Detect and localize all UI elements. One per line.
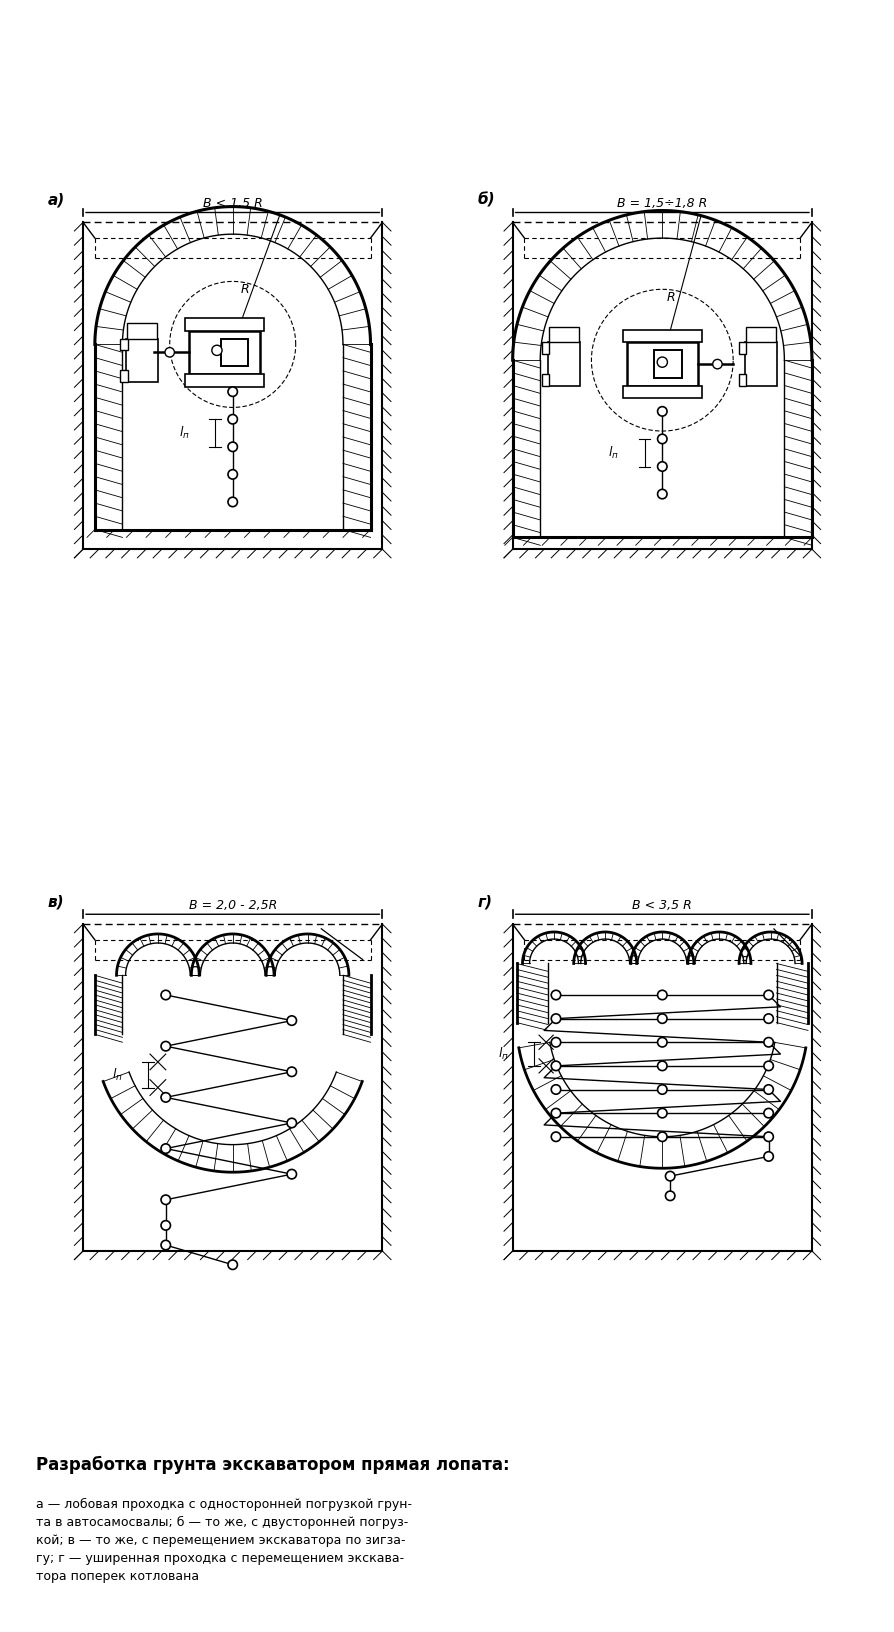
Circle shape bbox=[657, 490, 666, 499]
Circle shape bbox=[657, 462, 666, 472]
Circle shape bbox=[551, 991, 560, 1000]
Text: а — лобовая проходка с односторонней погрузкой грун-
та в автосамосвалы; б — то : а — лобовая проходка с односторонней пог… bbox=[36, 1498, 411, 1583]
Circle shape bbox=[161, 1041, 170, 1051]
Bar bbox=[221, 338, 249, 366]
Bar bbox=[626, 343, 697, 385]
Bar bbox=[126, 338, 157, 382]
Circle shape bbox=[551, 1013, 560, 1023]
Circle shape bbox=[287, 1067, 296, 1077]
Circle shape bbox=[212, 346, 222, 356]
Circle shape bbox=[287, 1118, 296, 1128]
Bar bbox=[738, 343, 746, 354]
Bar bbox=[542, 343, 549, 354]
Bar bbox=[185, 318, 264, 331]
Circle shape bbox=[657, 1061, 666, 1071]
Bar bbox=[190, 331, 260, 374]
Circle shape bbox=[228, 442, 237, 452]
Circle shape bbox=[712, 359, 721, 369]
Text: R: R bbox=[240, 284, 249, 297]
Circle shape bbox=[551, 1061, 560, 1071]
Bar bbox=[121, 338, 128, 351]
Circle shape bbox=[228, 1260, 237, 1270]
Bar bbox=[547, 343, 579, 385]
Bar bbox=[127, 323, 157, 338]
Bar bbox=[654, 351, 681, 379]
Circle shape bbox=[164, 348, 174, 357]
Circle shape bbox=[656, 357, 667, 367]
Circle shape bbox=[657, 1133, 666, 1141]
Bar bbox=[738, 374, 746, 385]
Text: в): в) bbox=[47, 894, 64, 909]
Circle shape bbox=[287, 1170, 296, 1178]
Circle shape bbox=[657, 1038, 666, 1048]
Circle shape bbox=[763, 991, 772, 1000]
Circle shape bbox=[551, 1108, 560, 1118]
Circle shape bbox=[161, 991, 170, 1000]
Circle shape bbox=[763, 1133, 772, 1141]
Circle shape bbox=[657, 406, 666, 416]
Text: B = 1,5÷1,8 R: B = 1,5÷1,8 R bbox=[617, 197, 706, 211]
Text: $l_п$: $l_п$ bbox=[178, 424, 190, 441]
Bar bbox=[622, 385, 701, 398]
Circle shape bbox=[161, 1195, 170, 1204]
Circle shape bbox=[228, 498, 237, 506]
Text: $l_п$: $l_п$ bbox=[497, 1046, 508, 1062]
Circle shape bbox=[228, 470, 237, 480]
Text: B < 3,5 R: B < 3,5 R bbox=[632, 899, 691, 912]
Text: $l_п$: $l_п$ bbox=[607, 444, 619, 460]
Circle shape bbox=[657, 1013, 666, 1023]
Bar bbox=[185, 374, 264, 387]
Circle shape bbox=[161, 1144, 170, 1154]
Circle shape bbox=[763, 1085, 772, 1093]
Circle shape bbox=[287, 1015, 296, 1025]
Circle shape bbox=[551, 1038, 560, 1048]
Text: B = 2,0 - 2,5R: B = 2,0 - 2,5R bbox=[189, 899, 276, 912]
Circle shape bbox=[657, 1085, 666, 1093]
Circle shape bbox=[228, 387, 237, 397]
Circle shape bbox=[763, 1013, 772, 1023]
Text: Разработка грунта экскаватором прямая лопата:: Разработка грунта экскаватором прямая ло… bbox=[36, 1456, 509, 1474]
Circle shape bbox=[551, 1133, 560, 1141]
Circle shape bbox=[228, 415, 237, 424]
Circle shape bbox=[161, 1093, 170, 1102]
Circle shape bbox=[551, 1085, 560, 1093]
Text: б): б) bbox=[477, 193, 494, 207]
Circle shape bbox=[665, 1172, 674, 1182]
Circle shape bbox=[657, 991, 666, 1000]
Text: а): а) bbox=[47, 193, 64, 207]
Bar bbox=[744, 343, 776, 385]
Circle shape bbox=[665, 1191, 674, 1201]
Bar bbox=[548, 326, 578, 343]
Circle shape bbox=[763, 1152, 772, 1162]
Bar bbox=[745, 326, 775, 343]
Bar bbox=[542, 374, 549, 385]
Circle shape bbox=[657, 434, 666, 444]
Circle shape bbox=[763, 1108, 772, 1118]
Circle shape bbox=[161, 1221, 170, 1231]
Text: г): г) bbox=[477, 894, 492, 909]
Circle shape bbox=[657, 1108, 666, 1118]
Text: B < 1,5 R: B < 1,5 R bbox=[203, 197, 262, 211]
Bar bbox=[622, 330, 701, 343]
Text: $l_п$: $l_п$ bbox=[112, 1067, 122, 1082]
Circle shape bbox=[161, 1240, 170, 1250]
Circle shape bbox=[763, 1038, 772, 1048]
Text: R: R bbox=[665, 290, 674, 304]
Circle shape bbox=[763, 1061, 772, 1071]
Bar bbox=[121, 370, 128, 382]
